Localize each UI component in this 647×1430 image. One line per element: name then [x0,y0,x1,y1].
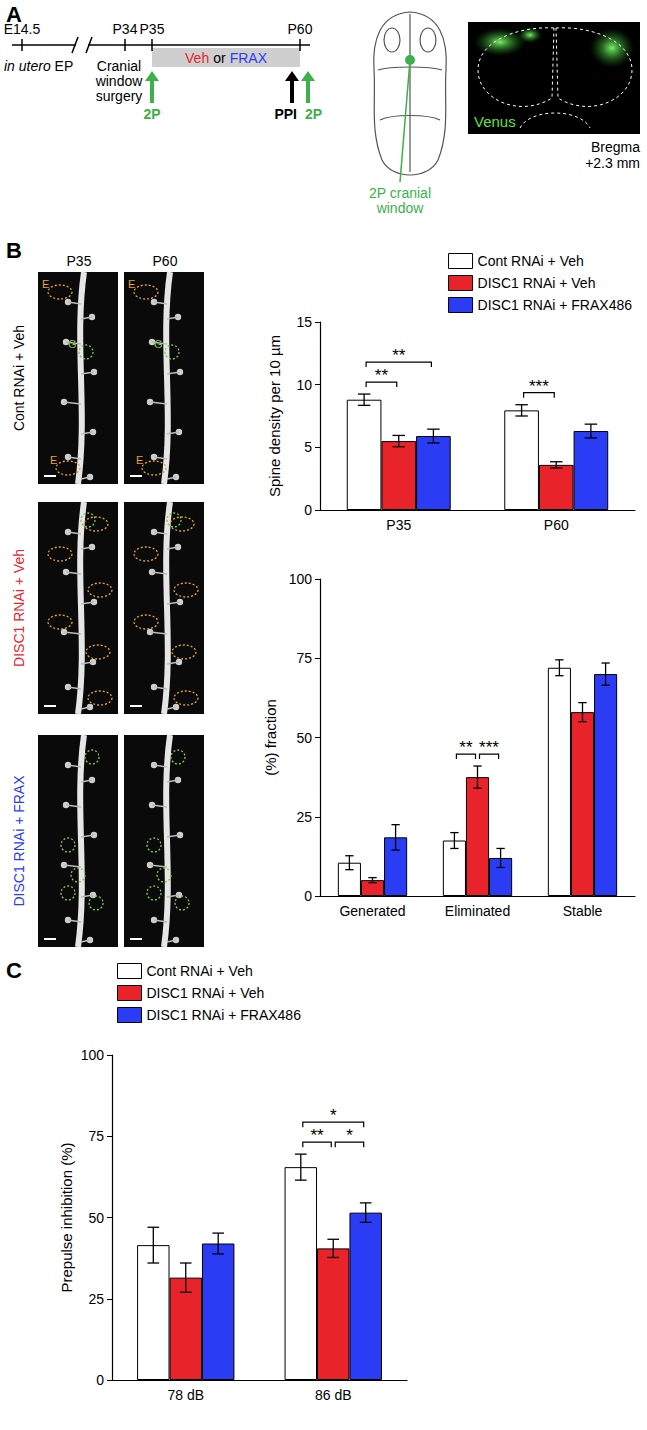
svg-text:25: 25 [88,1291,104,1307]
svg-text:C: C [6,958,22,983]
svg-text:DISC1 RNAi + Veh: DISC1 RNAi + Veh [147,985,265,1001]
svg-text:E: E [42,278,49,290]
svg-text:P35: P35 [67,253,92,269]
svg-text:Cont RNAi + Veh: Cont RNAi + Veh [478,253,584,269]
svg-text:*: * [346,1126,353,1145]
svg-text:DISC1 RNAi + Veh: DISC1 RNAi + Veh [478,275,596,291]
svg-text:75: 75 [88,1128,104,1144]
svg-text:VehorFRAX: VehorFRAX [185,50,268,66]
svg-text:***: *** [529,377,549,396]
svg-text:0: 0 [96,1372,104,1388]
svg-text:50: 50 [88,1210,104,1226]
svg-text:86 dB: 86 dB [315,1387,352,1403]
svg-text:P35: P35 [386,517,411,533]
svg-text:G: G [154,338,163,350]
svg-text:window: window [376,200,425,216]
svg-text:(%) fraction: (%) fraction [262,699,279,776]
svg-text:Prepulse inhibition (%): Prepulse inhibition (%) [58,1142,75,1292]
svg-text:2P: 2P [143,106,160,122]
svg-text:G: G [68,338,77,350]
svg-text:P60: P60 [153,253,178,269]
svg-text:100: 100 [81,1047,105,1063]
svg-text:window: window [95,73,144,89]
svg-text:78 dB: 78 dB [167,1387,204,1403]
svg-text:DISC1 RNAi + FRAX: DISC1 RNAi + FRAX [11,775,27,907]
svg-text:Bregma: Bregma [591,139,640,155]
svg-text:E: E [136,454,143,466]
svg-text:Stable: Stable [563,903,603,919]
svg-text:5: 5 [304,439,312,455]
svg-text:DISC1 RNAi + FRAX486: DISC1 RNAi + FRAX486 [478,297,633,313]
svg-text:25: 25 [296,809,312,825]
svg-text:in utero EP: in utero EP [4,58,73,74]
svg-text:50: 50 [296,730,312,746]
svg-text:Generated: Generated [339,903,405,919]
svg-text:2P: 2P [305,106,322,122]
svg-text:P34: P34 [113,21,138,37]
svg-text:*: * [330,1106,337,1125]
svg-text:Eliminated: Eliminated [445,903,510,919]
svg-text:**: ** [310,1126,324,1145]
svg-text:A: A [6,2,22,27]
svg-text:10: 10 [296,377,312,393]
svg-text:E: E [50,454,57,466]
svg-text:DISC1 RNAi + Veh: DISC1 RNAi + Veh [11,549,27,667]
svg-text:Spine density per 10 µm: Spine density per 10 µm [266,335,283,497]
svg-text:Cont RNAi + Veh: Cont RNAi + Veh [11,325,27,431]
svg-text:0: 0 [304,502,312,518]
svg-text:100: 100 [289,571,313,587]
svg-text:P35: P35 [140,21,165,37]
svg-text:Cranial: Cranial [97,58,141,74]
svg-text:P60: P60 [544,517,569,533]
svg-text:PPI: PPI [274,106,297,122]
svg-text:**: ** [459,738,473,757]
svg-text:2P cranial: 2P cranial [369,185,431,201]
svg-text:B: B [6,238,22,263]
svg-text:15: 15 [296,314,312,330]
svg-text:***: *** [479,738,499,757]
svg-text:E14.5: E14.5 [4,21,41,37]
svg-text:DISC1 RNAi + FRAX486: DISC1 RNAi + FRAX486 [147,1007,302,1023]
svg-text:**: ** [392,346,406,365]
svg-text:Venus: Venus [474,113,516,130]
svg-text:0: 0 [304,888,312,904]
svg-text:E: E [128,278,135,290]
svg-text:**: ** [375,366,389,385]
svg-text:Cont RNAi + Veh: Cont RNAi + Veh [147,963,253,979]
svg-text:surgery: surgery [96,88,143,104]
svg-text:P60: P60 [288,21,313,37]
svg-text:+2.3 mm: +2.3 mm [585,155,640,171]
svg-text:75: 75 [296,650,312,666]
